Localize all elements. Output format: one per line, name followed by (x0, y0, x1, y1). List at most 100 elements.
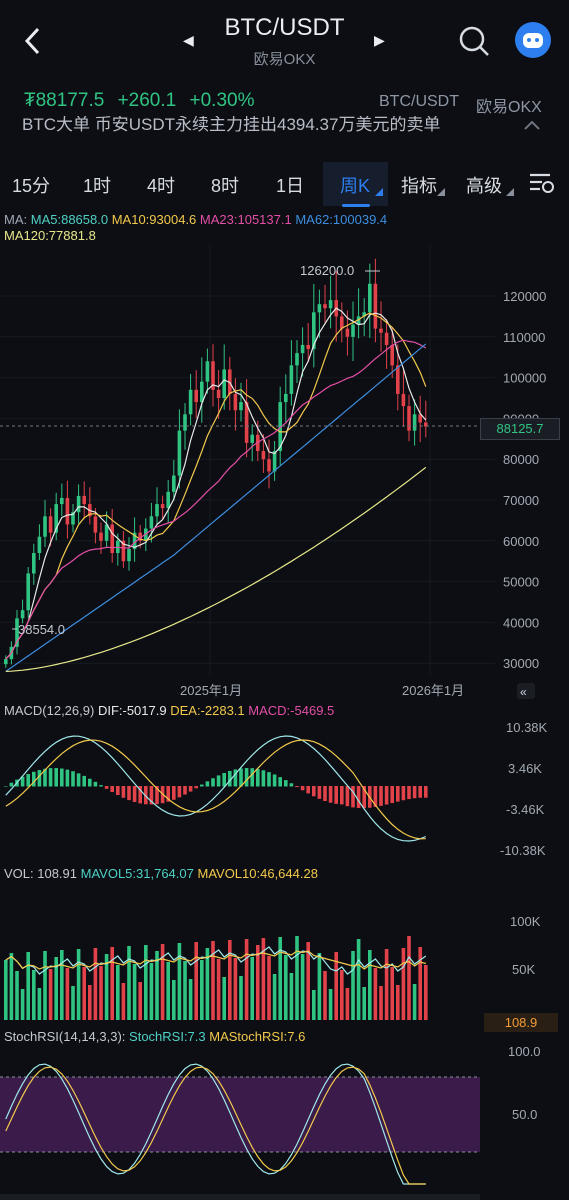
volume-ma-lines (5, 946, 427, 975)
vol-legend: VOL: 108.91 MAVOL5:31,764.07 MAVOL10:46,… (4, 866, 318, 881)
tab-8h[interactable]: 8时 (211, 176, 240, 196)
macd-title: MACD(12,26,9) (4, 703, 95, 718)
exchange-subtitle: 欧易OKX (253, 51, 316, 68)
volume-bar (222, 977, 226, 1020)
candle-body (216, 389, 221, 398)
volume-bar (205, 948, 210, 1020)
volume-bar (256, 945, 260, 1020)
macd-bar (37, 770, 42, 787)
volume-bar (76, 949, 81, 1020)
macd-legend: MACD(12,26,9) DIF:-5017.9 DEA:-2283.1 MA… (4, 703, 334, 718)
volume-bar (132, 964, 137, 1020)
price-axis-label: 120000 (503, 289, 546, 304)
candle-body (222, 369, 226, 398)
exchange-label: 欧易OKX (476, 99, 542, 116)
tab-weekly[interactable]: 周K (340, 176, 371, 196)
candle-body (424, 422, 428, 427)
settings-list-icon (530, 173, 554, 193)
volume-bar (300, 954, 305, 1020)
ma5-line (5, 307, 427, 660)
candle-body (138, 532, 142, 541)
candle-body (37, 536, 42, 554)
stoch-axis-2: 50.0 (512, 1107, 537, 1122)
tab-4h[interactable]: 4时 (147, 176, 176, 196)
macd-bar (138, 786, 142, 804)
candle-body (295, 353, 299, 366)
candle-body (289, 365, 294, 394)
tab-indicators[interactable]: 指标 (401, 176, 437, 196)
candle-body (312, 312, 316, 350)
volume-bar (396, 985, 400, 1020)
volume-bar (401, 948, 406, 1020)
tab-1d[interactable]: 1日 (276, 176, 305, 196)
candle-body (396, 365, 400, 394)
volume-bar (312, 990, 316, 1020)
candle-body (194, 389, 198, 403)
candle-body (211, 361, 215, 390)
stochrsi-chart[interactable]: 100.0 50.0 (0, 1044, 569, 1200)
back-button[interactable] (22, 26, 44, 61)
candle-body (48, 516, 53, 533)
candle-body (384, 332, 389, 345)
macd-chart[interactable]: 10.38K 3.46K -3.46K -10.38K (0, 718, 569, 863)
macd-bar (132, 786, 137, 803)
tab-1h[interactable]: 1时 (83, 176, 112, 196)
volume-bar (250, 957, 254, 1020)
macd-bar (9, 782, 14, 787)
volume-bar (407, 936, 411, 1020)
candlestick-chart[interactable]: 126200.0 38554.0 12000011000010000090000… (0, 245, 569, 705)
reset-view-button[interactable]: « (517, 683, 535, 699)
candle-body (177, 430, 182, 476)
ma-label: MA: (4, 212, 28, 227)
volume-bar (295, 936, 299, 1020)
macd-dif: DIF:-5017.9 (97, 703, 167, 718)
macd-bar (340, 786, 344, 805)
macd-bar (48, 768, 53, 787)
next-pair-button[interactable]: ▶ (374, 32, 385, 48)
ma120-value: MA120:77881.8 (4, 228, 96, 243)
tab-advanced[interactable]: 高级 (466, 176, 502, 196)
volume-bar (60, 950, 64, 1020)
volume-bar (104, 954, 109, 1020)
volume-bar (71, 986, 75, 1020)
volume-bar (239, 976, 243, 1020)
volume-bar (15, 971, 19, 1020)
candle-body (127, 548, 131, 562)
tab-15m[interactable]: 15分 (12, 176, 51, 196)
volume-bar (418, 947, 422, 1020)
prev-pair-button[interactable]: ◀ (183, 32, 194, 48)
volume-bar (424, 965, 428, 1020)
volume-bar (267, 956, 271, 1020)
volume-bar (183, 961, 187, 1020)
news-ticker[interactable]: BTC大单 币安USDT永续主力挂出4394.37万美元的卖单 (22, 116, 522, 138)
candle-body (228, 369, 232, 394)
time-label-2025: 2025年1月 (180, 683, 242, 698)
avatar[interactable] (515, 22, 551, 58)
candle-body (356, 316, 361, 325)
macd-bar (284, 780, 288, 787)
candle-body (15, 618, 19, 647)
volume-bar (272, 974, 277, 1020)
macd-bar (272, 774, 277, 787)
candles (4, 258, 428, 668)
page-title: BTC/USDT (224, 14, 345, 41)
collapse-ticker-button[interactable] (522, 118, 542, 137)
volume-bar (323, 971, 327, 1020)
stoch-title: StochRSI(14,14,3,3): (4, 1029, 126, 1044)
macd-bar (334, 786, 338, 804)
ma10-line (5, 312, 427, 660)
macd-bar (116, 786, 120, 796)
chart-settings-button[interactable] (528, 170, 556, 201)
macd-bar (60, 768, 64, 787)
volume-bar (228, 940, 232, 1020)
search-button[interactable] (457, 24, 491, 63)
volume-bars (4, 936, 428, 1020)
volume-bar (65, 968, 70, 1020)
macd-bar (424, 786, 428, 798)
dropdown-corner-icon (437, 188, 445, 196)
candle-body (278, 402, 282, 452)
volume-bar (48, 969, 53, 1020)
price-axis-label: 60000 (503, 534, 539, 549)
macd-bar (172, 786, 176, 800)
volume-chart[interactable]: 100K 50K (0, 882, 569, 1024)
